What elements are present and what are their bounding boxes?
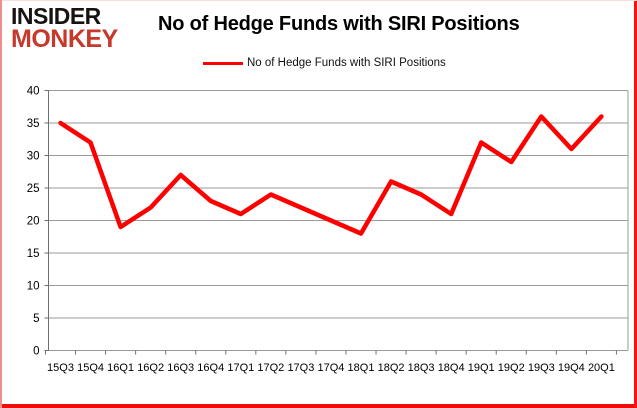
x-axis-tick-label: 17Q3 <box>287 362 314 374</box>
x-axis-tick-label: 16Q2 <box>137 362 164 374</box>
logo-text-insider: INSIDER <box>11 3 101 29</box>
x-axis-tick-label: 19Q3 <box>528 362 555 374</box>
y-axis-tick-label: 0 <box>33 346 39 358</box>
series-line <box>58 114 604 236</box>
x-axis-tick-label: 17Q1 <box>227 362 254 374</box>
x-axis-tick-label: 20Q1 <box>588 362 615 374</box>
x-axis-tick-label: 15Q3 <box>47 362 74 374</box>
y-axis-tick-label: 25 <box>27 183 40 195</box>
logo-text-monkey: MONKEY <box>11 25 118 54</box>
x-axis-tick-label: 18Q4 <box>438 362 465 374</box>
y-axis-tick-label: 5 <box>33 313 39 325</box>
y-axis-tick-label: 40 <box>27 86 40 98</box>
x-axis-tick-label: 19Q2 <box>498 362 525 374</box>
y-axis-tick-label: 30 <box>27 151 40 163</box>
y-axis-tick-label: 10 <box>27 281 40 293</box>
x-axis-tick-label: 18Q2 <box>378 362 405 374</box>
x-axis-tick-label: 16Q4 <box>197 362 224 374</box>
legend-line-swatch <box>203 61 243 65</box>
x-axis-tick-label: 17Q4 <box>317 362 344 374</box>
chart-title: No of Hedge Funds with SIRI Positions <box>158 13 520 35</box>
legend-label: No of Hedge Funds with SIRI Positions <box>247 57 446 69</box>
x-axis-tick-label: 18Q1 <box>348 362 375 374</box>
x-axis-tick-label: 19Q1 <box>468 362 495 374</box>
insider-monkey-logo: INSIDER MONKEY <box>11 3 118 54</box>
y-axis-tick-label: 20 <box>27 216 40 228</box>
x-axis-tick-label: 15Q4 <box>77 362 104 374</box>
x-axis-tick-label: 17Q2 <box>257 362 284 374</box>
y-axis-tick-label: 35 <box>27 118 40 130</box>
x-axis-tick-label: 19Q4 <box>558 362 585 374</box>
x-axis-tick-label: 16Q1 <box>107 362 134 374</box>
y-axis-tick-label: 15 <box>27 248 40 260</box>
x-axis-tick-label: 16Q3 <box>167 362 194 374</box>
x-axis-tick-label: 18Q3 <box>408 362 435 374</box>
legend: No of Hedge Funds with SIRI Positions <box>203 57 446 69</box>
